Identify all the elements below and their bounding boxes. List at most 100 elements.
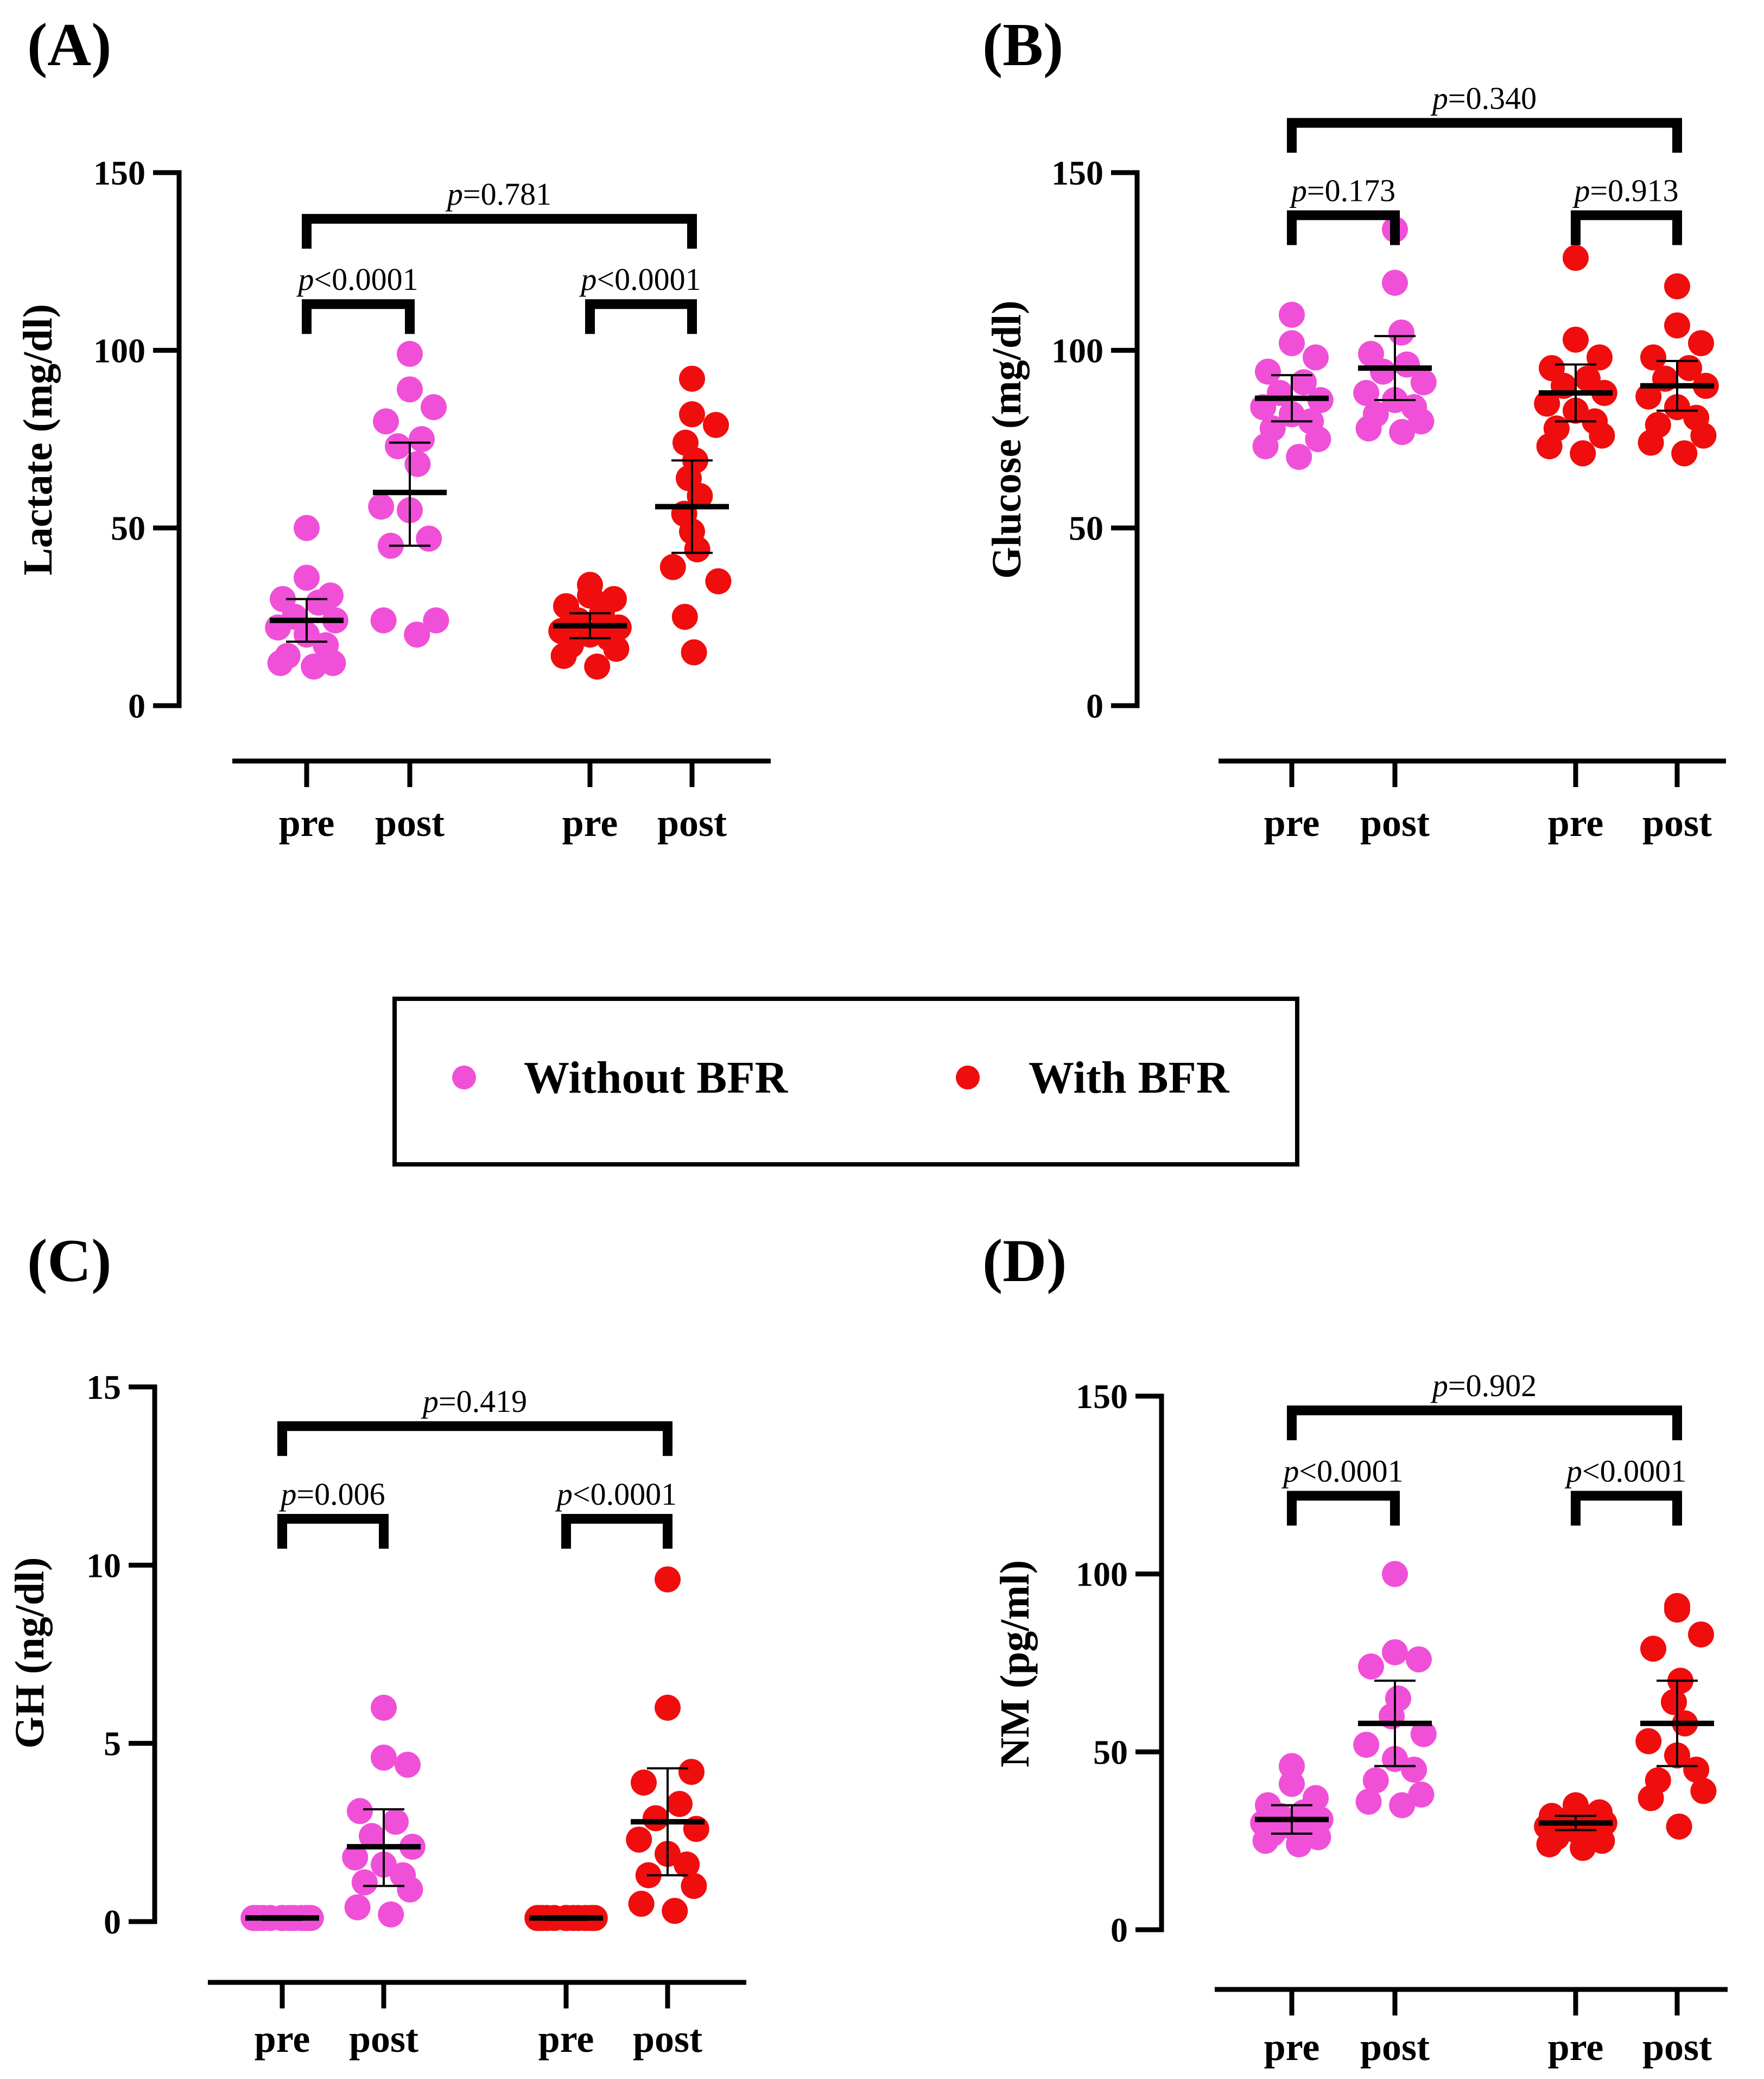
data-point: [1358, 1653, 1384, 1680]
p-value-label: p=0.913: [1572, 173, 1678, 208]
y-tick-label: 100: [1076, 1555, 1128, 1594]
data-point: [678, 1759, 705, 1785]
y-tick-label: 100: [93, 331, 145, 370]
data-point: [1401, 1757, 1427, 1783]
p-symbol: p: [296, 262, 314, 297]
y-tick-label: 50: [1069, 509, 1103, 548]
data-point: [371, 1744, 397, 1771]
data-point: [1408, 408, 1435, 435]
p-value-label: p<0.0001: [296, 262, 418, 297]
data-point: [1570, 1835, 1596, 1861]
legend-swatch-with-bfr: [956, 1066, 980, 1089]
data-point: [383, 1809, 409, 1835]
p-value: =0.781: [463, 176, 551, 212]
p-symbol: p: [555, 1476, 573, 1512]
data-point: [681, 1873, 707, 1899]
data-point: [655, 1566, 681, 1593]
p-value-label: p=0.340: [1430, 80, 1537, 116]
data-point: [347, 1798, 373, 1824]
y-tick-label: 50: [1093, 1733, 1128, 1771]
p-value: <0.0001: [314, 262, 418, 297]
data-point: [626, 1826, 652, 1853]
p-symbol: p: [278, 1476, 296, 1512]
data-point: [1664, 273, 1690, 300]
data-point: [1536, 433, 1563, 460]
data-point: [1279, 1771, 1305, 1797]
data-point: [1388, 319, 1414, 346]
data-point: [687, 483, 713, 509]
data-point: [679, 365, 705, 392]
p-value-label: p<0.0001: [1281, 1453, 1403, 1488]
data-point: [655, 1695, 681, 1721]
data-point: [1640, 344, 1666, 371]
data-point: [705, 568, 732, 594]
x-tick-label: pre: [255, 2017, 310, 2061]
data-point: [1353, 1732, 1380, 1758]
data-point: [397, 376, 423, 403]
data-point: [1664, 1596, 1690, 1623]
data-point: [1638, 429, 1664, 456]
data-point: [674, 1851, 700, 1878]
data-point: [1382, 1639, 1408, 1665]
y-axis-label: GH (ng/dl): [7, 1557, 53, 1749]
panel-letter: (A): [27, 11, 111, 79]
y-tick-label: 0: [104, 1903, 121, 1941]
p-value: <0.0001: [597, 262, 701, 297]
significance-bracket: [1287, 118, 1682, 153]
y-tick-label: 0: [1111, 1911, 1128, 1949]
p-value: =0.419: [439, 1384, 527, 1419]
x-tick-label: post: [1642, 801, 1712, 845]
data-point: [416, 525, 442, 552]
p-value: =0.902: [1448, 1368, 1537, 1403]
data-point: [1534, 390, 1560, 417]
data-point: [267, 650, 294, 676]
data-point: [1671, 440, 1698, 467]
data-point: [359, 1823, 385, 1849]
y-axis-label: NM (pg/ml): [992, 1560, 1038, 1767]
data-point: [1683, 1757, 1710, 1783]
x-tick-label: pre: [1548, 801, 1604, 845]
data-point: [1690, 422, 1717, 449]
panel-letter: (D): [982, 1227, 1067, 1295]
x-tick-label: post: [375, 801, 445, 845]
data-point: [301, 653, 327, 680]
p-value-label: p<0.0001: [579, 262, 701, 297]
x-tick-label: pre: [562, 801, 618, 845]
data-point: [373, 408, 399, 435]
p-value-label: p=0.006: [278, 1476, 385, 1512]
data-point: [1279, 330, 1305, 357]
y-tick-label: 10: [86, 1546, 121, 1584]
data-point: [351, 1869, 378, 1896]
y-tick-label: 150: [1051, 154, 1103, 192]
panel-letter: (C): [27, 1227, 111, 1295]
data-point: [628, 1891, 655, 1917]
data-point: [395, 1752, 421, 1778]
legend: Without BFR With BFR: [392, 997, 1299, 1167]
data-point: [368, 493, 395, 520]
data-point: [1382, 1561, 1408, 1587]
y-axis-label: Lactate (mg/dl): [15, 304, 61, 575]
y-tick-label: 150: [93, 154, 145, 192]
y-tick-label: 100: [1051, 331, 1103, 370]
y-tick-label: 0: [1086, 687, 1103, 725]
data-point: [397, 1876, 423, 1903]
x-tick-label: pre: [1548, 2025, 1604, 2069]
y-axis-label: Glucose (mg/dl): [984, 301, 1030, 579]
data-point: [1382, 269, 1408, 296]
data-point: [344, 1894, 371, 1920]
legend-box: [392, 997, 1299, 1167]
data-point: [1536, 1831, 1563, 1858]
x-tick-label: pre: [1264, 801, 1320, 845]
data-point: [1252, 433, 1279, 460]
data-point: [659, 554, 686, 580]
p-value-label: p<0.0001: [555, 1476, 677, 1512]
data-point: [1408, 1781, 1435, 1808]
x-tick-label: post: [657, 801, 727, 845]
significance-bracket: [277, 1513, 389, 1549]
data-point: [1355, 1789, 1382, 1815]
data-point: [1563, 245, 1589, 271]
data-point: [404, 451, 431, 477]
data-point: [603, 636, 630, 662]
data-point: [584, 653, 611, 680]
